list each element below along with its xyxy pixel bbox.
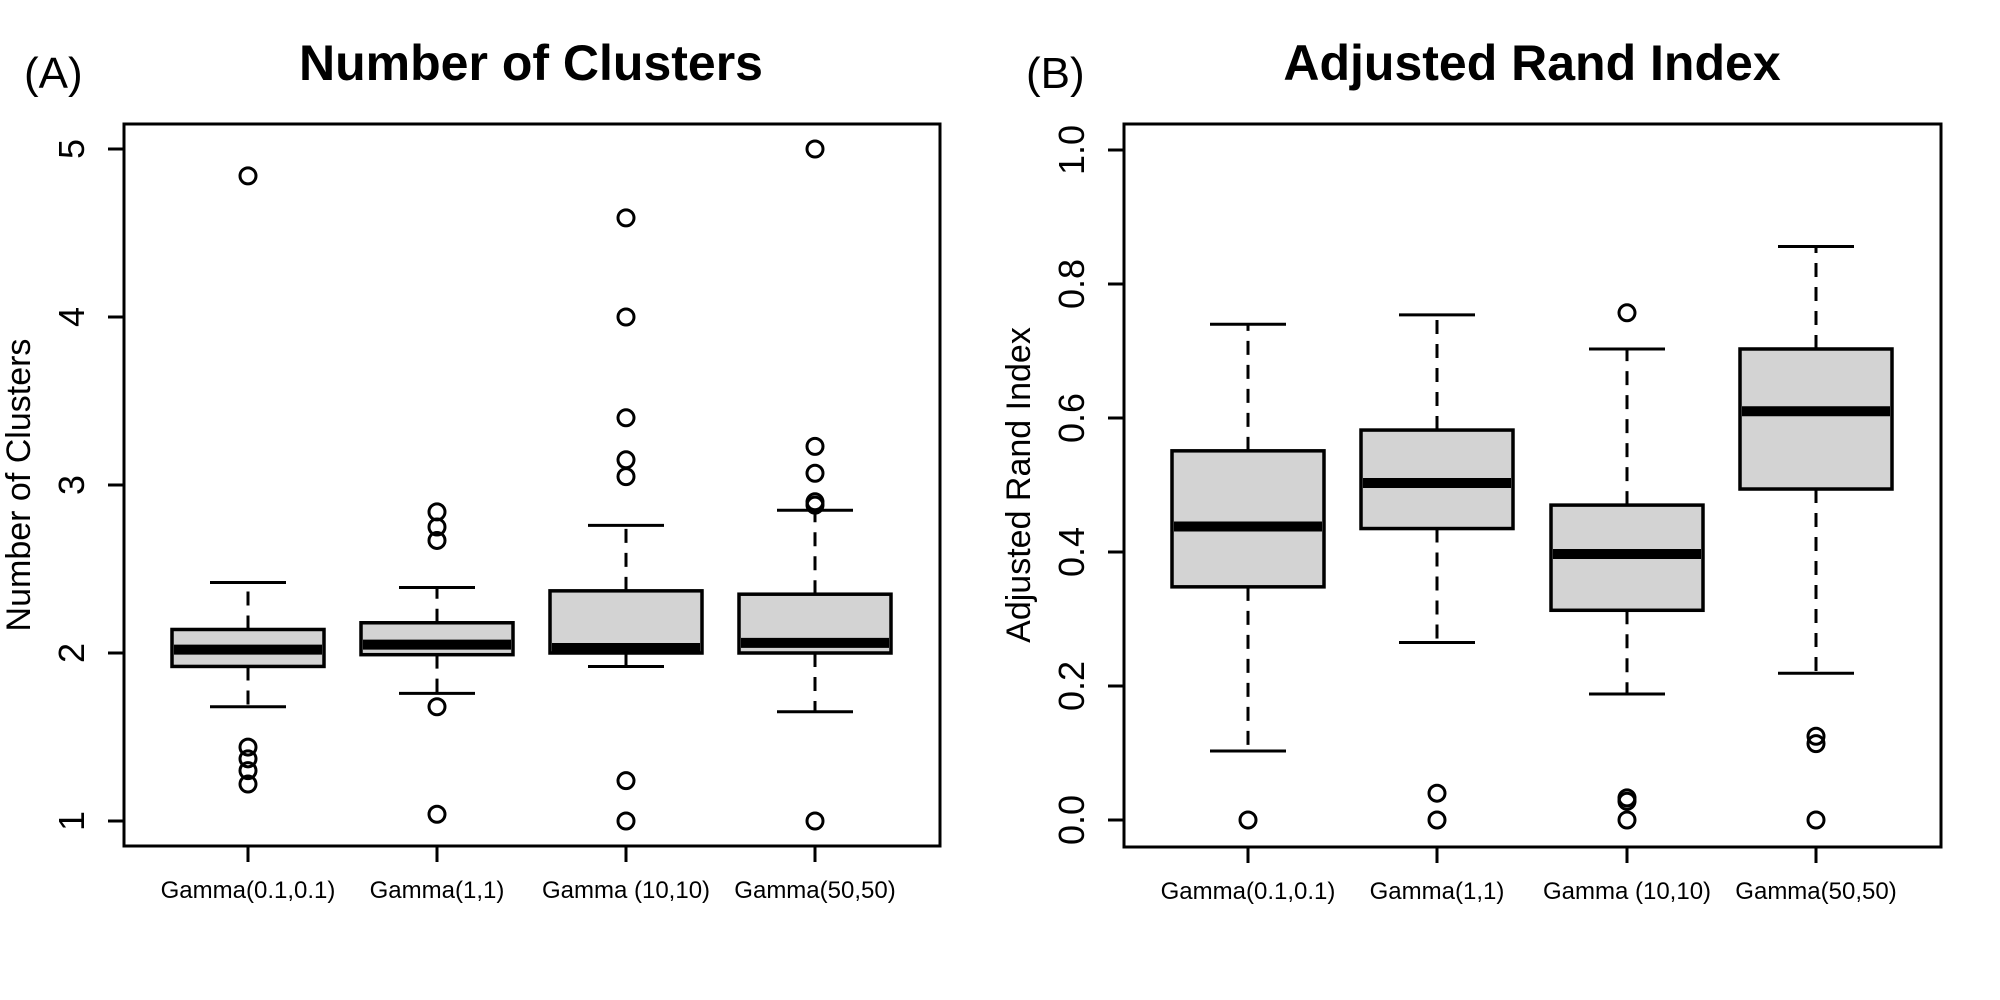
y-tick-label: 0.6 xyxy=(1051,393,1092,443)
outlier-point xyxy=(805,495,825,515)
box-plots xyxy=(170,139,893,831)
iqr-box xyxy=(1738,347,1894,491)
outlier-point xyxy=(427,530,447,550)
outlier-point xyxy=(238,761,258,781)
iqr-box xyxy=(359,621,515,657)
y-axis: 1 2 3 4 5 xyxy=(51,139,124,831)
y-tick-label: 1 xyxy=(51,811,92,831)
outlier-point xyxy=(427,697,447,717)
outlier-point xyxy=(1806,734,1826,754)
x-axis: Gamma(0.1,0.1) Gamma(1,1) Gamma (10,10) Gam… xyxy=(161,846,896,904)
panel-label: (A) xyxy=(24,49,83,98)
box-group xyxy=(1549,303,1705,830)
outlier-point xyxy=(1806,726,1826,746)
outlier-point xyxy=(616,771,636,791)
x-axis: Gamma(0.1,0.1) Gamma(1,1) Gamma (10,10) Gam… xyxy=(1161,847,1897,905)
outlier-point xyxy=(427,517,447,537)
outlier-point xyxy=(616,408,636,428)
outlier-point xyxy=(616,811,636,831)
box-group xyxy=(1359,313,1515,830)
box-group xyxy=(359,502,515,824)
y-tick-label: 3 xyxy=(51,475,92,495)
iqr-box xyxy=(548,589,704,655)
x-tick-label: Gamma(1,1) xyxy=(370,877,505,904)
outlier-point xyxy=(616,467,636,487)
outlier-point xyxy=(1238,810,1258,830)
y-tick-label: 2 xyxy=(51,643,92,663)
x-tick-label: Gamma(0.1,0.1) xyxy=(1161,878,1336,905)
plot-frame xyxy=(1122,122,1943,849)
outlier-point xyxy=(805,811,825,831)
outlier-point xyxy=(238,737,258,757)
x-tick-label: Gamma (10,10) xyxy=(1543,878,1711,905)
y-tick-label: 0.8 xyxy=(1051,259,1092,309)
x-tick-label: Gamma(0.1,0.1) xyxy=(161,877,336,904)
panel-b: (B) Adjusted Rand Index Adjusted Rand In… xyxy=(1000,35,1943,905)
outlier-point xyxy=(805,436,825,456)
box-group xyxy=(1738,244,1894,830)
outlier-point xyxy=(238,166,258,186)
y-axis: 0.0 0.2 0.4 0.6 0.8 1.0 xyxy=(1051,125,1124,845)
outlier-point xyxy=(805,139,825,159)
outlier-point xyxy=(616,208,636,228)
y-tick-label: 0.0 xyxy=(1051,795,1092,845)
y-tick-label: 5 xyxy=(51,139,92,159)
x-tick-label: Gamma(1,1) xyxy=(1370,878,1505,905)
y-tick-label: 1.0 xyxy=(1051,125,1092,175)
x-tick-label: Gamma (10,10) xyxy=(542,877,710,904)
box-group xyxy=(737,139,893,831)
chart-title: Number of Clusters xyxy=(299,35,763,91)
outlier-point xyxy=(1427,783,1447,803)
outlier-point xyxy=(805,463,825,483)
iqr-box xyxy=(1170,449,1326,589)
outlier-point xyxy=(1427,810,1447,830)
outlier-point xyxy=(1617,303,1637,323)
panel-label: (B) xyxy=(1026,49,1085,98)
outlier-point xyxy=(1617,810,1637,830)
y-tick-label: 4 xyxy=(51,307,92,327)
x-tick-label: Gamma(50,50) xyxy=(1735,878,1896,905)
box-group xyxy=(1170,322,1326,830)
outlier-point xyxy=(616,307,636,327)
chart-title: Adjusted Rand Index xyxy=(1283,35,1780,91)
x-tick-label: Gamma(50,50) xyxy=(734,877,895,904)
outlier-point xyxy=(238,774,258,794)
box-plots xyxy=(1170,244,1894,830)
panel-a: (A) Number of Clusters Number of Cluster… xyxy=(0,35,942,904)
outlier-point xyxy=(1806,810,1826,830)
y-axis-label: Number of Clusters xyxy=(0,339,38,632)
outlier-point xyxy=(238,749,258,769)
plot-frame xyxy=(122,122,942,848)
y-axis-label: Adjusted Rand Index xyxy=(1000,327,1038,643)
y-tick-label: 0.2 xyxy=(1051,661,1092,711)
outlier-point xyxy=(1617,791,1637,811)
box-group xyxy=(170,166,326,794)
y-tick-label: 0.4 xyxy=(1051,527,1092,577)
outlier-point xyxy=(427,804,447,824)
box-group xyxy=(548,208,704,831)
